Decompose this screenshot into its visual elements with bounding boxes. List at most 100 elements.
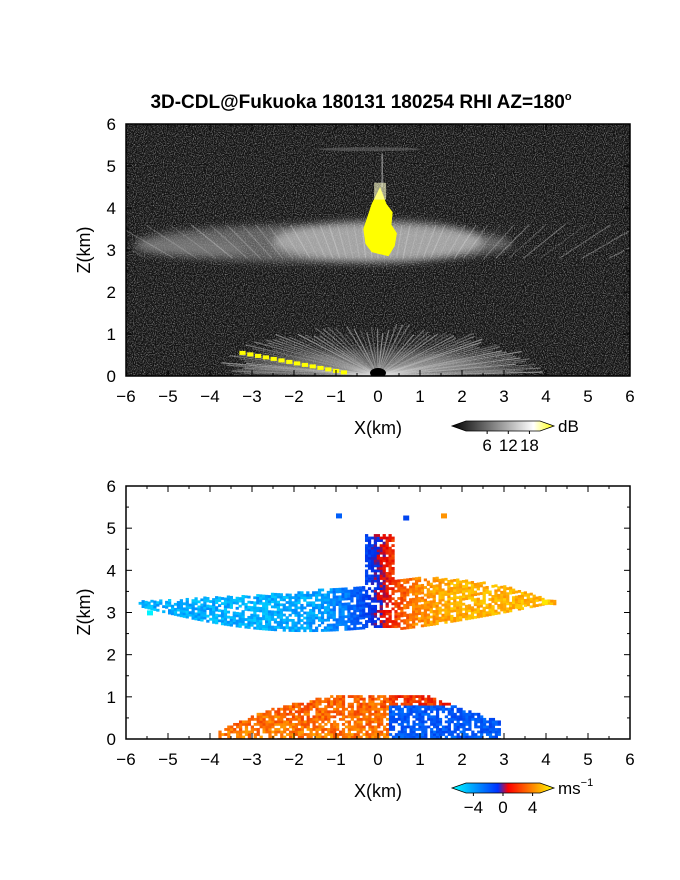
velocity-cell xyxy=(491,605,495,608)
velocity-cell xyxy=(364,564,369,568)
velocity-cell xyxy=(380,695,384,698)
velocity-cell xyxy=(385,577,389,580)
velocity-ytick-label: 5 xyxy=(107,519,116,538)
velocity-cell xyxy=(400,619,404,623)
velocity-cell xyxy=(430,705,434,709)
velocity-cell xyxy=(353,735,357,739)
velocity-cell xyxy=(191,601,195,605)
velocity-cell xyxy=(514,595,519,599)
velocity-cell xyxy=(379,582,383,585)
velocity-cell xyxy=(336,710,340,714)
velocity-cell xyxy=(429,595,433,599)
velocity-cell xyxy=(414,582,419,586)
velocity-cell xyxy=(247,623,251,627)
velocity-cell xyxy=(297,715,302,719)
velocity-cell xyxy=(327,715,331,719)
velocity-cell xyxy=(370,599,375,603)
velocity-cell xyxy=(391,710,396,714)
velocity-cell xyxy=(488,733,493,736)
velocity-cell xyxy=(318,717,322,721)
velocity-cell xyxy=(409,577,413,581)
velocity-cell xyxy=(473,600,477,604)
velocity-cell xyxy=(273,598,278,601)
velocity-cell xyxy=(191,604,195,608)
velocity-cell xyxy=(438,599,442,602)
velocity-cell xyxy=(300,725,304,729)
velocity-cell xyxy=(233,730,237,734)
velocity-cell xyxy=(268,717,272,721)
velocity-cell xyxy=(368,710,372,714)
velocity-cell xyxy=(480,735,484,739)
velocity-cell xyxy=(506,587,510,591)
velocity-cell xyxy=(365,717,369,721)
velocity-cell xyxy=(426,580,430,584)
velocity-cell xyxy=(341,610,345,614)
velocity-cell xyxy=(523,598,527,602)
velocity-cell xyxy=(385,544,389,548)
velocity-cell xyxy=(433,697,437,701)
velocity-cell xyxy=(423,593,428,597)
velocity-cell xyxy=(417,607,422,610)
velocity-cell xyxy=(374,702,378,706)
velocity-cell xyxy=(294,596,298,600)
velocity-cell xyxy=(409,712,413,716)
velocity-cell xyxy=(467,604,472,608)
velocity-cell xyxy=(494,609,498,613)
velocity-cell xyxy=(350,619,354,623)
velocity-cell xyxy=(500,593,504,597)
velocity-cell xyxy=(441,728,446,731)
velocity-cell xyxy=(353,609,357,613)
velocity-cell xyxy=(391,700,396,704)
velocity-cell xyxy=(409,588,413,591)
velocity-cell xyxy=(318,733,322,736)
velocity-cell xyxy=(362,616,366,620)
velocity-cell xyxy=(453,717,457,721)
velocity-cell xyxy=(268,722,272,726)
velocity-cell xyxy=(467,591,472,595)
velocity-cell xyxy=(341,722,346,726)
velocity-cell xyxy=(427,717,431,721)
velocity-cell xyxy=(247,615,251,619)
velocity-cell xyxy=(303,712,307,716)
velocity-cell xyxy=(385,733,390,736)
velocity-cell xyxy=(441,593,445,597)
velocity-cell xyxy=(244,608,248,611)
velocity-cell xyxy=(267,610,272,614)
velocity-cell xyxy=(479,581,483,585)
velocity-cell xyxy=(412,715,416,719)
velocity-cell xyxy=(353,712,357,716)
velocity-cell xyxy=(444,730,449,734)
velocity-cell xyxy=(412,600,416,604)
velocity-cell xyxy=(482,599,486,603)
velocity-cell xyxy=(423,606,428,610)
velocity-cell xyxy=(350,614,354,618)
velocity-cell xyxy=(320,601,325,605)
velocity-cell xyxy=(347,720,351,724)
velocity-cell xyxy=(259,609,263,613)
velocity-cell xyxy=(320,629,325,632)
velocity-cell xyxy=(229,600,233,604)
velocity-cell xyxy=(444,728,449,731)
velocity-cell xyxy=(417,604,422,608)
velocity-cell xyxy=(350,589,354,593)
velocity-cell xyxy=(327,720,331,724)
velocity-cell xyxy=(433,700,437,704)
velocity-cell xyxy=(359,596,363,600)
velocity-cell xyxy=(159,599,163,603)
velocity-cell xyxy=(262,604,266,608)
velocity-cell xyxy=(250,623,254,627)
velocity-cell xyxy=(400,720,404,724)
velocity-cell xyxy=(200,608,204,612)
velocity-cell xyxy=(444,620,448,624)
velocity-cell xyxy=(303,593,307,597)
velocity-cell xyxy=(280,735,284,739)
velocity-cell xyxy=(444,615,448,619)
velocity-cell xyxy=(485,585,489,589)
velocity-cell xyxy=(370,607,375,611)
velocity-cell xyxy=(344,605,348,608)
velocity-cell xyxy=(382,554,386,558)
velocity-cell xyxy=(406,733,410,736)
velocity-cell xyxy=(267,600,272,603)
velocity-cell xyxy=(415,715,419,719)
